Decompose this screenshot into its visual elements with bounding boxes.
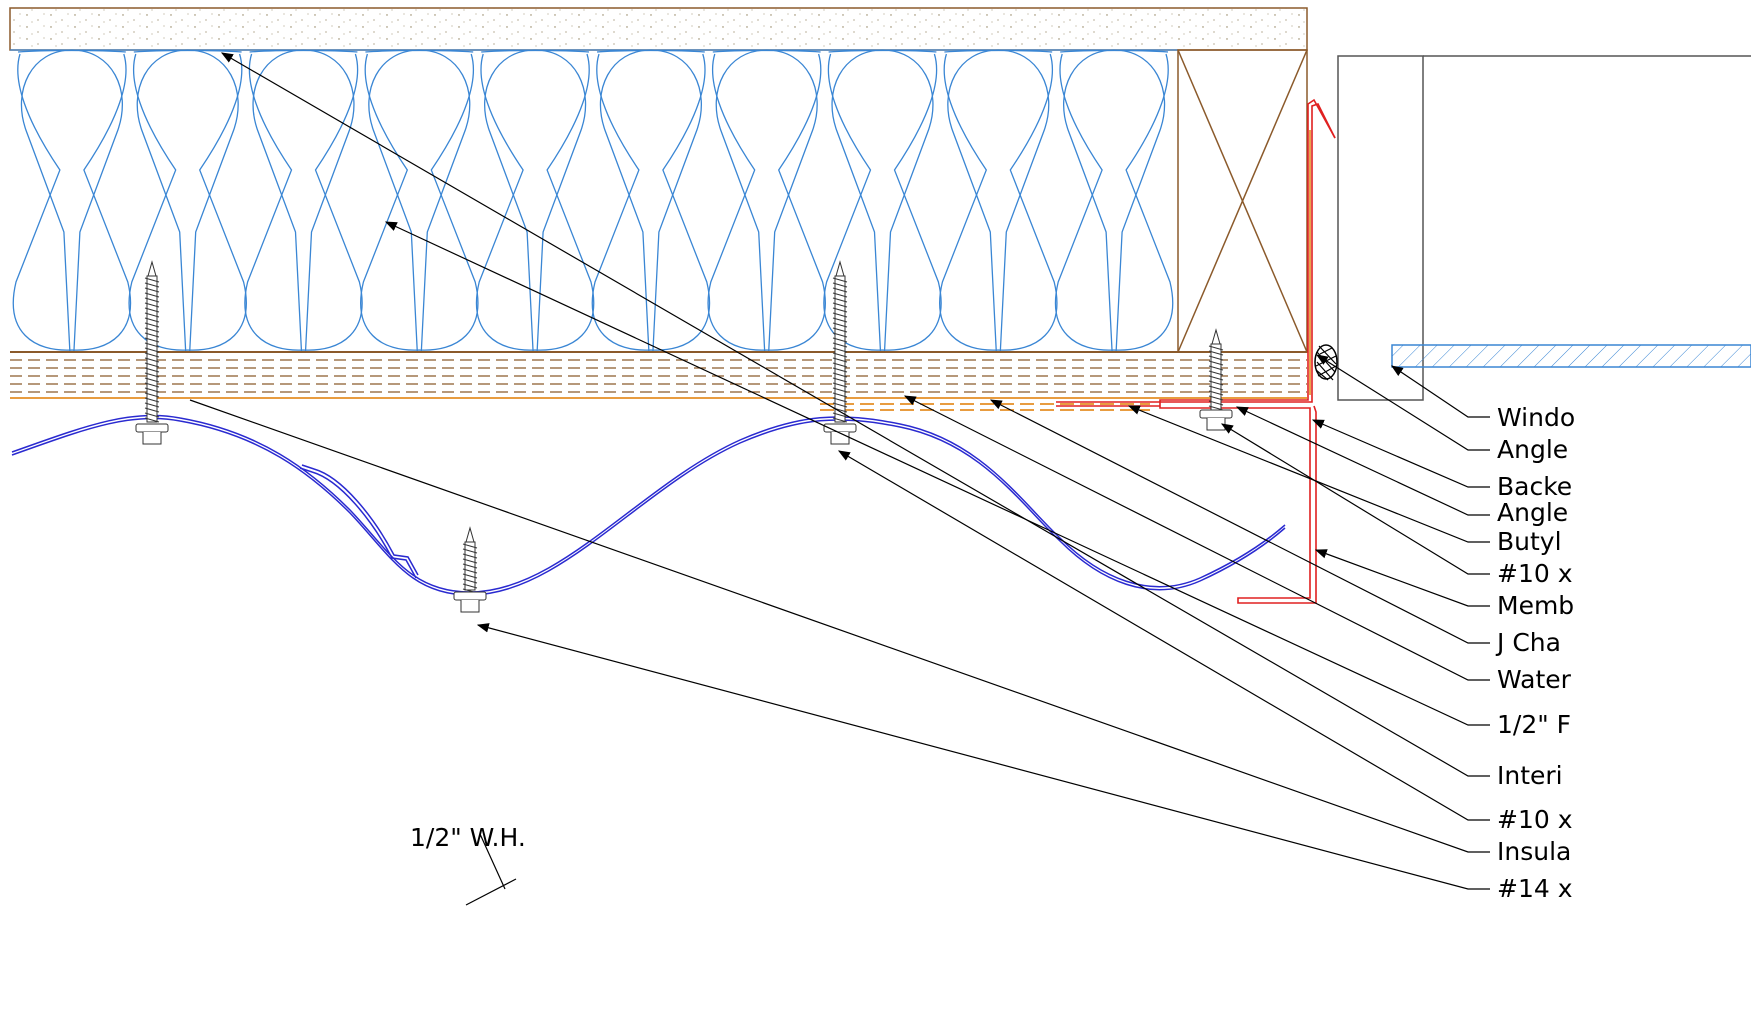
label-fastener-14: #14 x <box>1497 874 1573 903</box>
leader-window <box>1391 365 1490 418</box>
label-fastener-10-a: #10 x <box>1497 559 1573 588</box>
leader-fastener-14 <box>476 623 1490 890</box>
wh-note: 1/2" W.H. <box>410 823 526 906</box>
label-insulation: Insula <box>1497 837 1571 866</box>
callout-labels: Windo Angle Backe Angle Butyl #10 x Memb… <box>1495 403 1575 903</box>
leader-lines <box>189 52 1490 890</box>
label-angle-1: Angle <box>1497 435 1568 464</box>
leader-angle-1 <box>1315 354 1490 451</box>
top-sheathing-board <box>9 7 1308 51</box>
label-j-channel: J Cha <box>1495 628 1561 657</box>
label-butyl: Butyl <box>1497 527 1562 556</box>
label-membrane: Memb <box>1497 591 1574 620</box>
fasteners <box>135 260 1233 613</box>
leader-backer <box>1311 419 1490 488</box>
window-frame <box>1337 55 1751 401</box>
label-interior: Interi <box>1497 761 1563 790</box>
panel-screw-valley <box>453 526 487 613</box>
leader-angle-2 <box>1235 406 1490 516</box>
water-resistive-membrane <box>10 397 1307 411</box>
leader-fastener-10-a <box>1220 423 1490 575</box>
batt-insulation <box>12 49 1174 353</box>
label-fastener-10-b: #10 x <box>1497 805 1573 834</box>
leader-j-channel <box>989 399 1490 644</box>
j-channel-screw <box>1199 328 1233 431</box>
leader-interior <box>220 52 1490 777</box>
wood-blocking <box>1177 49 1308 353</box>
label-window: Windo <box>1497 403 1575 432</box>
leader-half-inch <box>384 221 1490 726</box>
interior-layers <box>10 351 1307 393</box>
leader-butyl <box>1127 405 1490 543</box>
panel-screw-left <box>135 260 169 445</box>
wh-note-label: 1/2" W.H. <box>410 823 526 852</box>
leader-fastener-10-b <box>837 450 1490 821</box>
leader-water <box>903 395 1490 681</box>
backer-rod <box>1314 344 1338 381</box>
label-half-inch: 1/2" F <box>1497 710 1571 739</box>
label-backer: Backe <box>1497 472 1572 501</box>
corrugated-metal-panel <box>11 414 1286 596</box>
label-water: Water <box>1497 665 1572 694</box>
leader-insulation <box>189 399 1490 853</box>
leader-membrane <box>1314 549 1490 607</box>
label-angle-2: Angle <box>1497 498 1568 527</box>
panel-screw-center <box>823 260 857 445</box>
